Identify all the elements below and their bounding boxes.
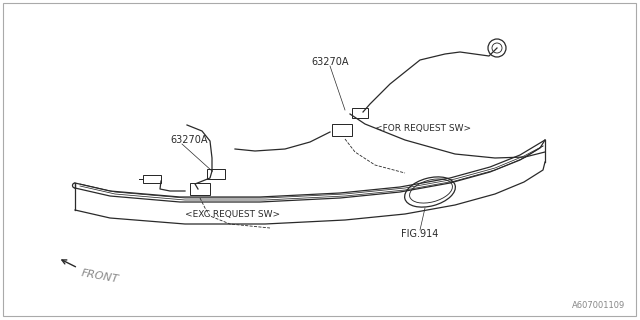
Bar bbox=[190, 183, 210, 195]
Text: 63270A: 63270A bbox=[311, 57, 349, 67]
Bar bbox=[352, 108, 368, 118]
Text: <EXC.REQUEST SW>: <EXC.REQUEST SW> bbox=[185, 210, 280, 219]
Bar bbox=[207, 169, 225, 179]
Text: FIG.914: FIG.914 bbox=[401, 229, 438, 239]
Text: 63270A: 63270A bbox=[170, 135, 207, 145]
Bar bbox=[332, 124, 352, 136]
Bar bbox=[143, 175, 161, 183]
Text: <FOR REQUEST SW>: <FOR REQUEST SW> bbox=[375, 124, 471, 132]
Text: A607001109: A607001109 bbox=[572, 301, 625, 310]
Text: FRONT: FRONT bbox=[80, 268, 119, 284]
